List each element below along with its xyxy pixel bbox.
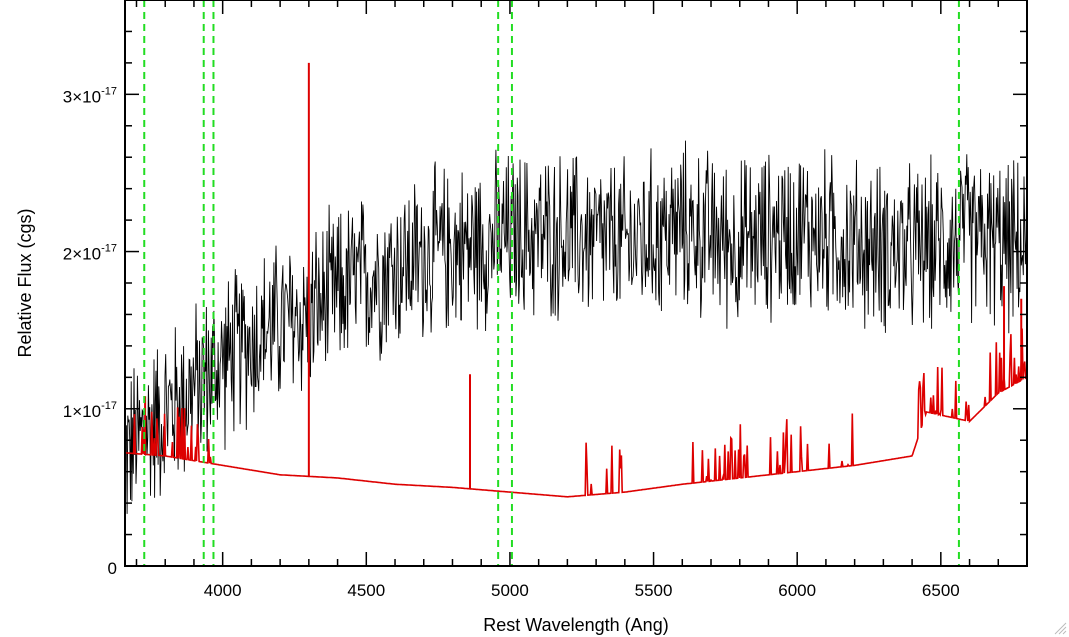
x-axis-title: Rest Wavelength (Ang) [483,615,668,635]
series-line-observed [124,140,1028,514]
plot-frame [124,0,1028,567]
x-tick-label: 5500 [635,581,673,600]
y-tick-label: 0 [108,559,117,578]
y-axis-title: Relative Flux (cgs) [15,208,35,357]
x-tick-label: 6000 [778,581,816,600]
y-tick-label: 2×10-17 [63,243,117,264]
y-tick-label: 1×10-17 [63,400,117,421]
series-line-model [124,328,1027,498]
x-tick-label: 4000 [204,581,242,600]
series-layer [124,62,1028,514]
y-tick-label: 3×10-17 [63,85,117,106]
tick-labels: 4000 4500 5000 5500 6000 6500 0 1×10-17 2×10-17 3… [63,85,960,600]
axis-ticks [125,0,1028,567]
resize-grip-icon[interactable] [1053,621,1067,635]
x-tick-label: 4500 [347,581,385,600]
x-tick-label: 5000 [491,581,529,600]
x-tick-label: 6500 [922,581,960,600]
reference-lines [143,0,960,566]
